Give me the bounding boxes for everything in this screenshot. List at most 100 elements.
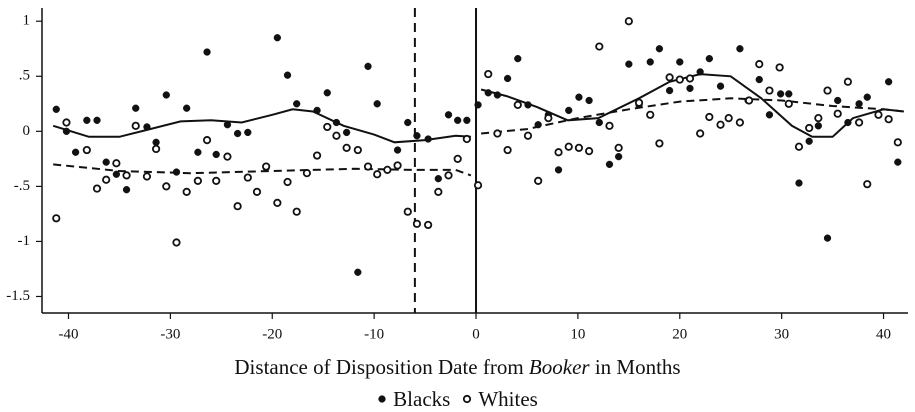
point (655, 139, 664, 148)
point (412, 219, 422, 228)
point (834, 96, 842, 105)
point (62, 118, 71, 127)
point (615, 152, 623, 161)
point (843, 77, 852, 86)
point (776, 90, 785, 98)
point (503, 145, 512, 155)
point (413, 132, 421, 140)
point (354, 268, 362, 276)
x-axis-label-part: Distance of Disposition Date from (234, 355, 529, 379)
point (332, 131, 341, 140)
point (93, 116, 101, 124)
point (162, 182, 171, 191)
point (152, 138, 160, 146)
point (273, 198, 282, 207)
legend-label: Blacks (393, 386, 451, 411)
point (182, 187, 191, 196)
point (833, 109, 842, 118)
point (564, 142, 573, 151)
point (624, 17, 633, 26)
point (854, 118, 864, 127)
point (332, 118, 341, 127)
point (52, 105, 60, 113)
point (434, 175, 442, 183)
point (283, 177, 292, 187)
point (292, 207, 301, 216)
point (62, 127, 71, 135)
point (534, 121, 542, 129)
point (493, 91, 502, 99)
point (605, 160, 614, 169)
point (844, 118, 852, 127)
point (383, 165, 392, 174)
point (493, 129, 502, 138)
point (353, 145, 362, 155)
x-tick-label: -20 (262, 326, 282, 342)
point (122, 186, 131, 194)
point (424, 220, 433, 230)
point (595, 118, 603, 127)
point (686, 84, 694, 93)
point (102, 158, 110, 166)
point (462, 134, 471, 144)
point (523, 131, 533, 140)
legend-item: Blacks (377, 387, 450, 412)
point (342, 128, 351, 137)
point (393, 146, 402, 154)
x-tick-label: 10 (570, 326, 585, 342)
x-tick-label: 0 (472, 326, 480, 342)
point (665, 86, 674, 95)
y-tick-label: -1 (18, 233, 31, 249)
y-tick-label: 1 (23, 13, 31, 29)
x-axis-label-part: in Months (589, 355, 681, 379)
legend-label: Whites (478, 386, 538, 411)
point (696, 68, 704, 76)
point (444, 171, 453, 180)
point (554, 166, 563, 174)
point (364, 62, 372, 71)
point (634, 98, 644, 107)
point (855, 100, 863, 108)
point (244, 128, 252, 137)
point (142, 172, 152, 181)
point (312, 151, 322, 160)
point (814, 114, 823, 123)
point (655, 45, 664, 53)
point (784, 99, 793, 108)
point (293, 100, 301, 108)
x-axis-label-part: Booker (528, 355, 590, 379)
point (273, 34, 281, 42)
point (403, 207, 412, 216)
point (716, 120, 725, 129)
point (484, 89, 492, 97)
point (404, 118, 412, 127)
point (605, 121, 614, 130)
point (82, 145, 91, 155)
point (675, 75, 684, 84)
point (473, 181, 483, 190)
point (665, 73, 674, 82)
point (884, 78, 893, 86)
point (283, 71, 292, 79)
point (514, 54, 522, 63)
point (823, 234, 832, 242)
point (823, 86, 832, 95)
point (223, 121, 232, 129)
point (233, 202, 242, 211)
point (378, 395, 386, 403)
point (252, 187, 262, 196)
legend-marker (463, 394, 472, 404)
point (894, 158, 902, 166)
point (323, 89, 331, 97)
point (646, 58, 654, 66)
point (795, 179, 803, 187)
x-tick-label: 30 (774, 326, 789, 342)
legend-item: Whites (462, 386, 538, 412)
point (143, 123, 151, 131)
point (744, 96, 754, 105)
point (716, 82, 725, 90)
point (863, 180, 872, 189)
y-tick-label: .5 (19, 68, 30, 84)
point (585, 147, 594, 156)
